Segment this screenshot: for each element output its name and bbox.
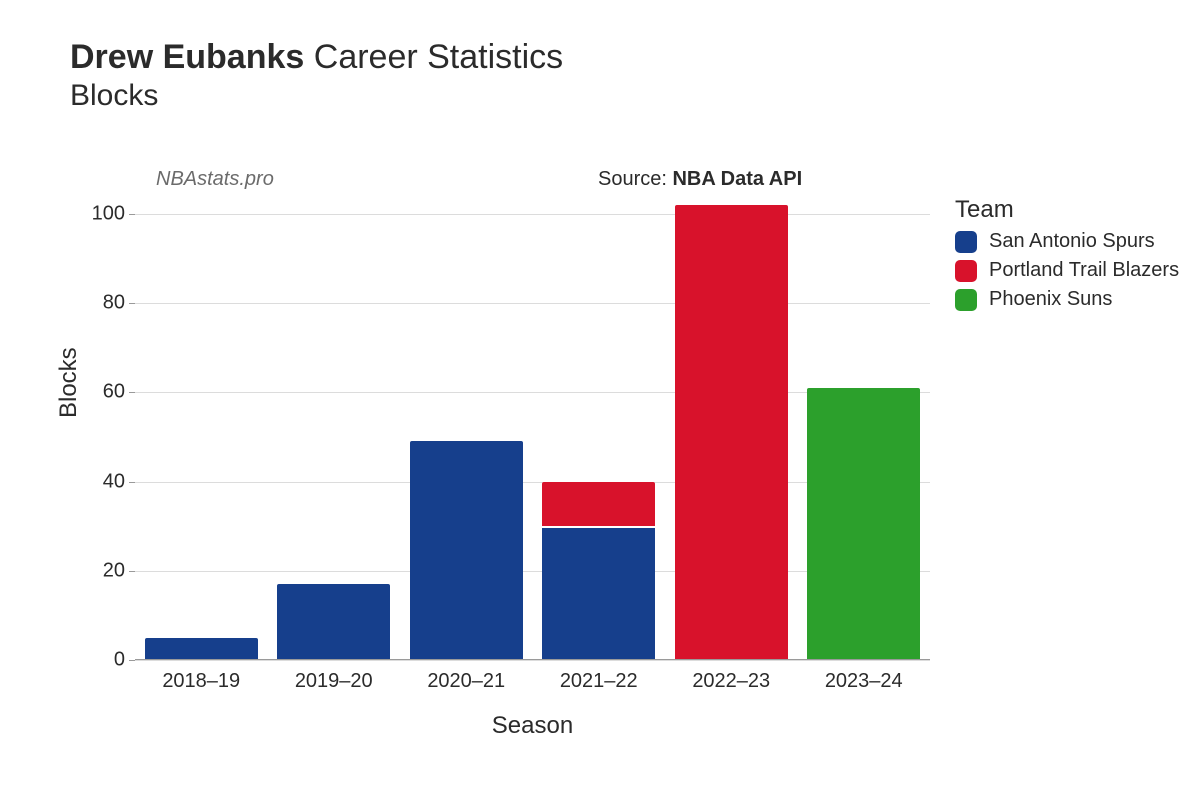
legend-item: Phoenix Suns bbox=[955, 288, 1179, 311]
y-axis-label: Blocks bbox=[55, 347, 83, 418]
bar-slot: 2021–22 bbox=[533, 205, 666, 660]
x-tick-label: 2018–19 bbox=[162, 670, 240, 693]
source-prefix: Source: bbox=[598, 168, 672, 190]
chart-subtitle: Blocks bbox=[70, 79, 563, 113]
bar-slot: 2020–21 bbox=[400, 205, 533, 660]
bar-slot: 2022–23 bbox=[665, 205, 798, 660]
bars-layer: 2018–192019–202020–212021–222022–232023–… bbox=[135, 205, 930, 660]
legend-item: San Antonio Spurs bbox=[955, 230, 1179, 253]
legend-title: Team bbox=[955, 196, 1179, 224]
x-tick-label: 2020–21 bbox=[427, 670, 505, 693]
chart-title-block: Drew Eubanks Career Statistics Blocks bbox=[70, 38, 563, 113]
legend: Team San Antonio Spurs Portland Trail Bla… bbox=[955, 196, 1179, 317]
chart-title-rest: Career Statistics bbox=[304, 38, 563, 76]
y-tick-label: 100 bbox=[92, 202, 125, 225]
legend-items: San Antonio Spurs Portland Trail Blazers P… bbox=[955, 230, 1179, 311]
bar-segment bbox=[410, 441, 523, 660]
bar-slot: 2018–19 bbox=[135, 205, 268, 660]
bar-stack bbox=[410, 441, 523, 660]
x-tick-label: 2021–22 bbox=[560, 670, 638, 693]
y-tick-label: 20 bbox=[103, 559, 125, 582]
bar-segment bbox=[145, 638, 258, 660]
x-axis-label: Season bbox=[135, 712, 930, 740]
legend-label: San Antonio Spurs bbox=[989, 230, 1155, 253]
y-tick-label: 80 bbox=[103, 292, 125, 315]
chart-title: Drew Eubanks Career Statistics bbox=[70, 38, 563, 77]
bar-segment bbox=[542, 482, 655, 527]
source-attribution: Source: NBA Data API bbox=[598, 168, 802, 191]
bar-stack bbox=[277, 584, 390, 660]
legend-swatch bbox=[955, 231, 977, 253]
x-tick-label: 2019–20 bbox=[295, 670, 373, 693]
bar-segment bbox=[807, 388, 920, 660]
bar-segment bbox=[277, 584, 390, 660]
gridline bbox=[135, 660, 930, 661]
watermark-text: NBAstats.pro bbox=[156, 168, 274, 191]
y-tick-label: 40 bbox=[103, 470, 125, 493]
y-tick-label: 0 bbox=[114, 649, 125, 672]
legend-label: Phoenix Suns bbox=[989, 288, 1112, 311]
x-tick-label: 2022–23 bbox=[692, 670, 770, 693]
source-name: NBA Data API bbox=[672, 168, 802, 190]
plot-area: 020406080100 2018–192019–202020–212021–2… bbox=[135, 205, 930, 660]
y-tick-mark bbox=[129, 660, 135, 661]
bar-segment bbox=[542, 526, 655, 660]
x-tick-label: 2023–24 bbox=[825, 670, 903, 693]
chart-title-bold: Drew Eubanks bbox=[70, 38, 304, 76]
legend-swatch bbox=[955, 289, 977, 311]
legend-item: Portland Trail Blazers bbox=[955, 259, 1179, 282]
bar-stack bbox=[542, 482, 655, 660]
legend-label: Portland Trail Blazers bbox=[989, 259, 1179, 282]
bar-stack bbox=[145, 638, 258, 660]
bar-slot: 2019–20 bbox=[268, 205, 401, 660]
bar-slot: 2023–24 bbox=[798, 205, 931, 660]
legend-swatch bbox=[955, 260, 977, 282]
bar-stack bbox=[675, 205, 788, 660]
y-tick-label: 60 bbox=[103, 381, 125, 404]
bar-stack bbox=[807, 388, 920, 660]
x-axis-line bbox=[135, 659, 930, 660]
chart-container: Drew Eubanks Career Statistics Blocks NB… bbox=[0, 0, 1200, 800]
bar-segment bbox=[675, 205, 788, 660]
